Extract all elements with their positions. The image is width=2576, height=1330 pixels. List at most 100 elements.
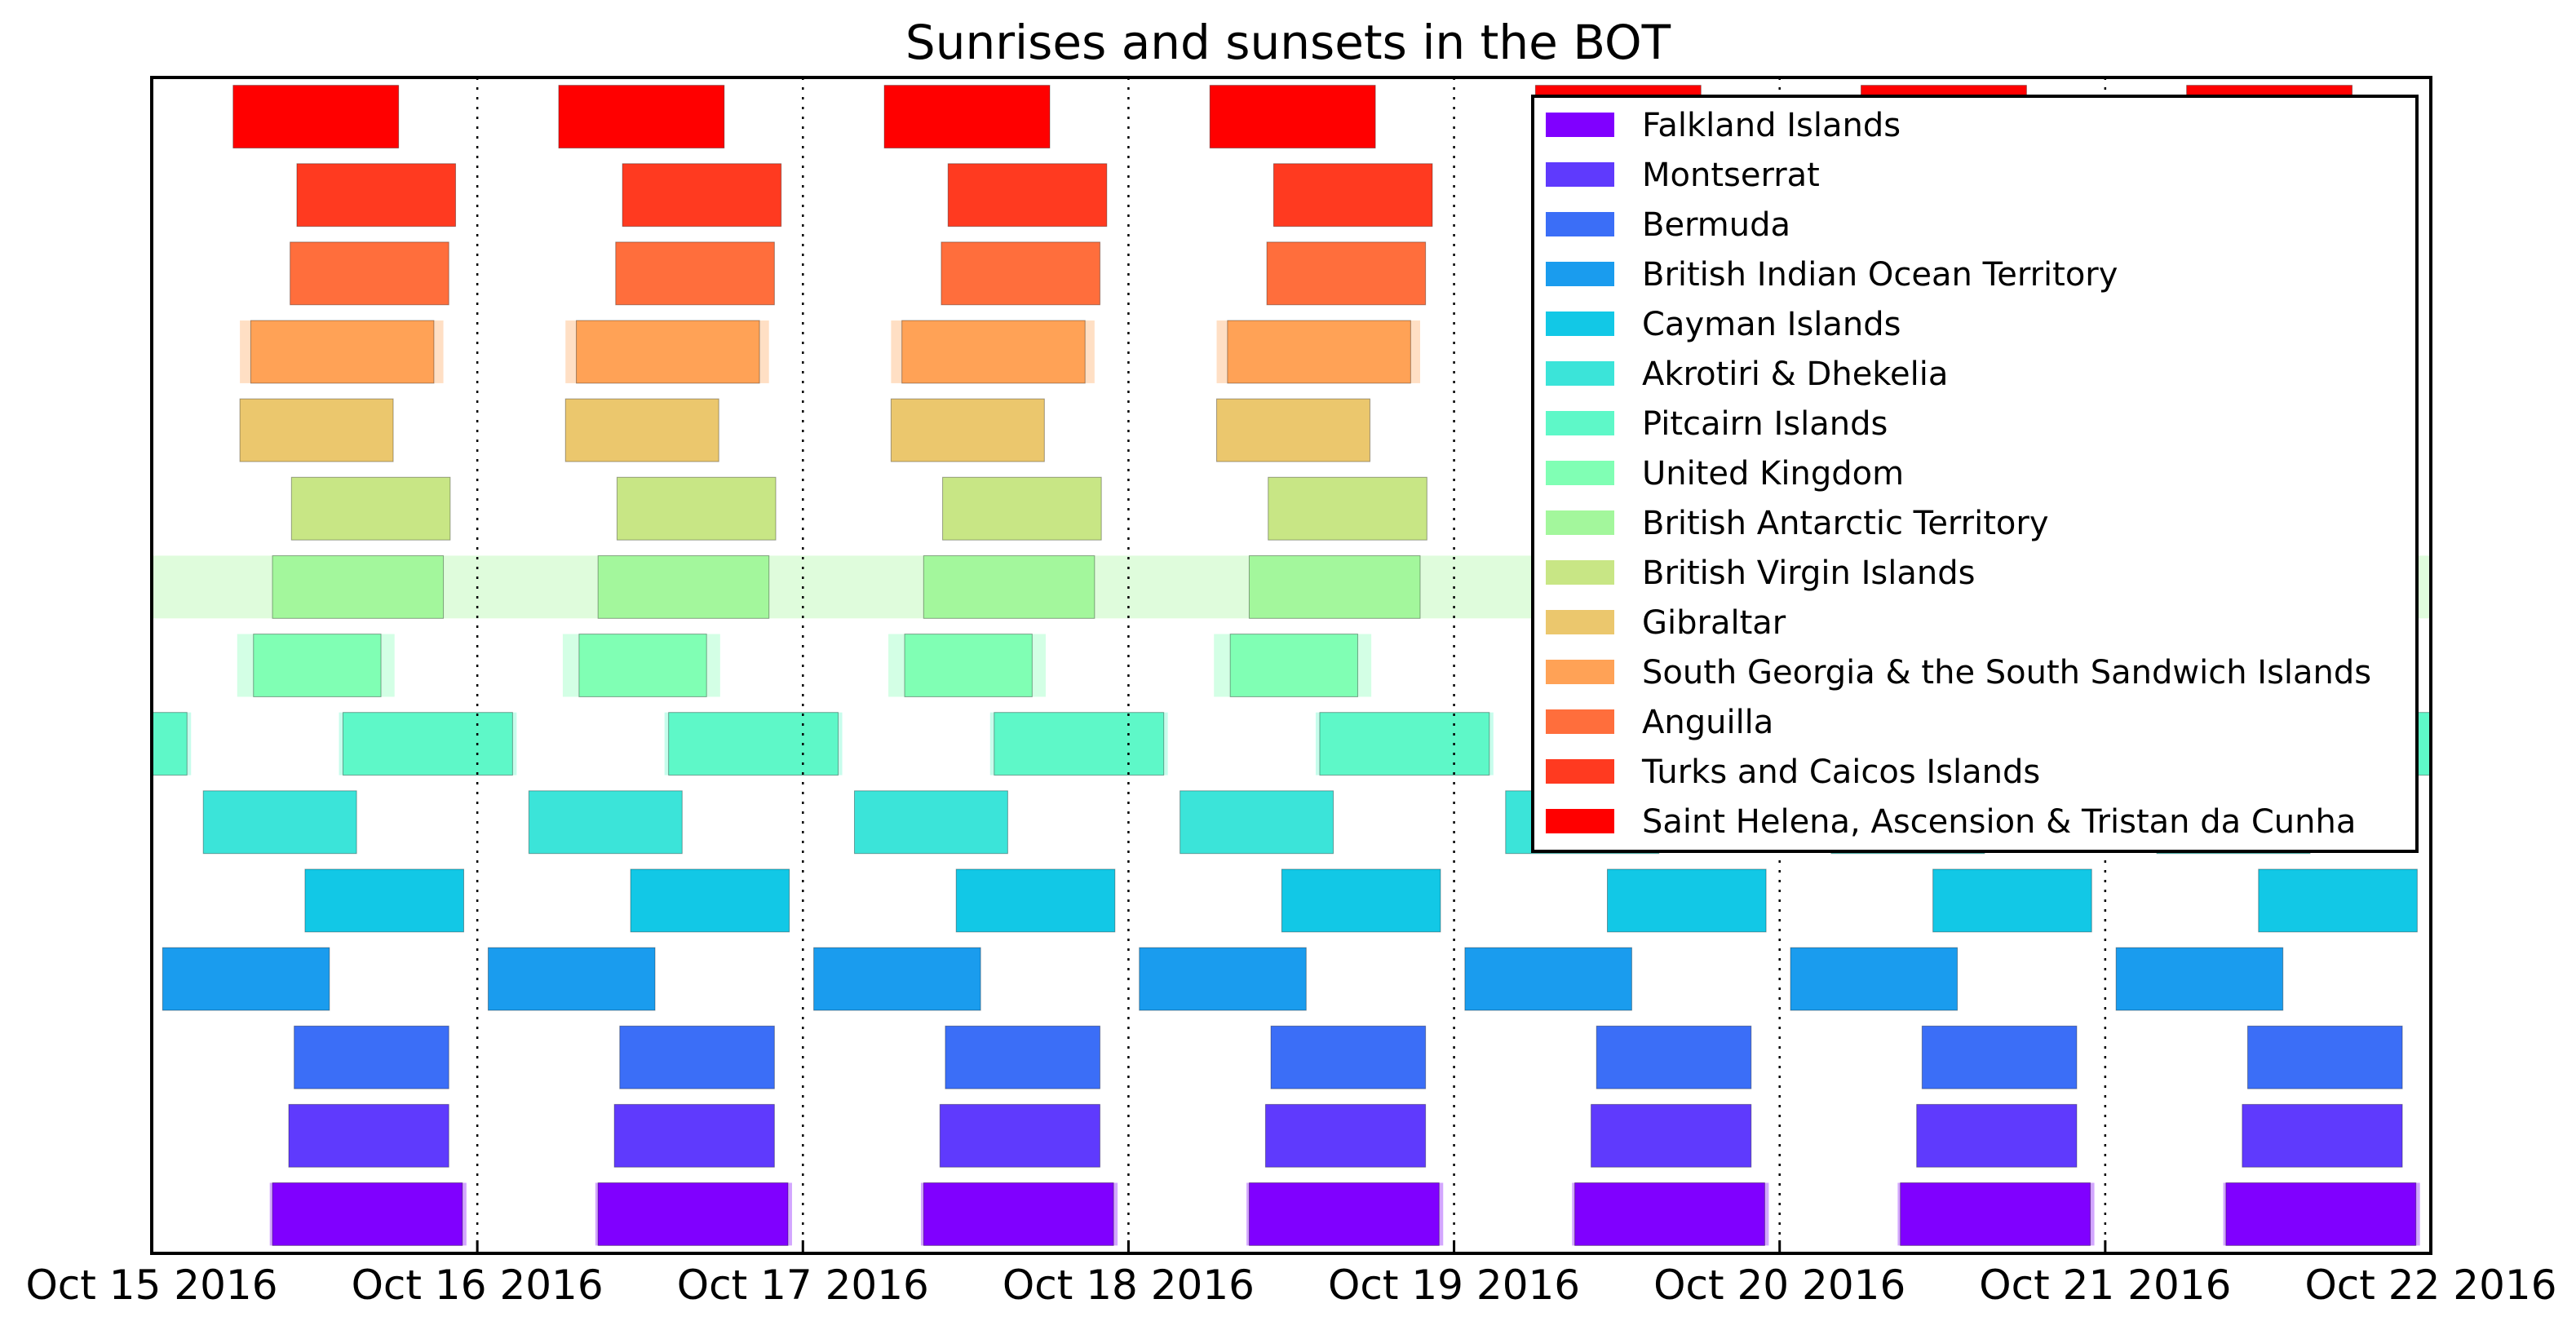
daylight-bar-british-indian-ocean-territory	[0, 948, 4, 1010]
legend-swatch-cayman-islands	[1546, 312, 1614, 336]
daylight-bar-british-virgin-islands	[1268, 476, 1427, 541]
legend-swatch-akrotiri-and-dhekelia	[1546, 361, 1614, 386]
legend-swatch-south-georgia-and-the-south-sandwich-islands	[1546, 660, 1614, 684]
daylight-bar-turks-and-caicos-islands	[622, 163, 782, 228]
legend-swatch-pitcairn-islands	[1546, 411, 1614, 435]
daylight-bar-united-kingdom	[578, 634, 707, 697]
daylight-bar-saint-helena-ascension-and-tristan-da-cunha	[0, 86, 73, 148]
daylight-bar-cayman-islands	[1932, 868, 2092, 933]
legend-swatch-anguilla	[1546, 709, 1614, 734]
daylight-bar-british-indian-ocean-territory	[1790, 947, 1959, 1011]
daylight-bar-british-antarctic-territory	[2552, 555, 2576, 618]
daylight-bar-british-virgin-islands	[290, 476, 451, 541]
daylight-bar-anguilla	[2569, 242, 2576, 305]
twilight-bar-falkland-islands	[2549, 1182, 2576, 1245]
daylight-bar-british-antarctic-territory	[0, 555, 117, 618]
daylight-bar-cayman-islands	[630, 868, 790, 933]
legend-label-akrotiri-and-dhekelia: Akrotiri & Dhekelia	[1642, 356, 1948, 393]
daylight-bar-british-virgin-islands	[616, 476, 777, 541]
x-tick-label: Oct 15 2016	[25, 1262, 277, 1309]
x-tick-label: Oct 22 2016	[2304, 1262, 2556, 1309]
daylight-bar-cayman-islands	[304, 868, 465, 933]
twilight-bar-south-georgia-and-the-south-sandwich-islands	[2519, 320, 2576, 383]
daylight-bar-cayman-islands	[0, 869, 138, 932]
legend-swatch-british-indian-ocean-territory	[1546, 262, 1614, 286]
daylight-bar-falkland-islands	[597, 1182, 789, 1246]
daylight-bar-british-antarctic-territory	[272, 555, 445, 619]
legend-label-south-georgia-and-the-south-sandwich-islands: South Georgia & the South Sandwich Islan…	[1642, 654, 2371, 692]
twilight-bar-south-georgia-and-the-south-sandwich-islands	[0, 320, 117, 383]
legend-swatch-british-antarctic-territory	[1546, 510, 1614, 535]
daylight-bar-anguilla	[0, 242, 123, 305]
legend-label-pitcairn-islands: Pitcairn Islands	[1642, 405, 1888, 443]
daylight-bar-montserrat	[2568, 1104, 2576, 1167]
daylight-bar-british-virgin-islands	[2570, 477, 2576, 540]
daylight-bar-falkland-islands	[2552, 1182, 2576, 1245]
daylight-bar-turks-and-caicos-islands	[1273, 163, 1433, 228]
daylight-bar-bermuda	[945, 1025, 1101, 1089]
daylight-bar-cayman-islands	[1607, 868, 1767, 933]
daylight-bar-gibraltar	[890, 398, 1045, 462]
daylight-bar-akrotiri-and-dhekelia	[2482, 791, 2576, 854]
daylight-bar-turks-and-caicos-islands	[296, 163, 457, 228]
daylight-bar-montserrat	[2242, 1103, 2403, 1168]
daylight-bar-cayman-islands	[2258, 868, 2418, 933]
daylight-bar-south-georgia-and-the-south-sandwich-islands	[2530, 320, 2576, 383]
daylight-bar-falkland-islands	[923, 1182, 1114, 1246]
daylight-bar-south-georgia-and-the-south-sandwich-islands	[901, 320, 1086, 384]
daylight-bar-british-indian-ocean-territory	[2441, 948, 2576, 1010]
daylight-bar-gibraltar	[1216, 398, 1370, 462]
daylight-bar-falkland-islands	[0, 1182, 137, 1245]
daylight-bar-saint-helena-ascension-and-tristan-da-cunha	[558, 85, 725, 149]
daylight-bar-akrotiri-and-dhekelia	[1180, 790, 1334, 855]
daylight-bar-pitcairn-islands	[342, 712, 513, 776]
chart-title: Sunrises and sunsets in the BOT	[905, 15, 1671, 70]
x-axis: Oct 15 2016 Oct 16 2016 Oct 17 2016 Oct 18 …	[25, 1240, 2557, 1309]
x-tick-label: Oct 20 2016	[1653, 1262, 1905, 1309]
x-tick-label: Oct 16 2016	[352, 1262, 604, 1309]
daylight-bar-pitcairn-islands	[668, 712, 839, 776]
x-tick-label: Oct 17 2016	[677, 1262, 929, 1309]
daylight-bar-british-virgin-islands	[0, 477, 125, 540]
twilight-bar-falkland-islands	[0, 1182, 141, 1245]
daylight-bar-montserrat	[0, 1104, 123, 1167]
daylight-bar-south-georgia-and-the-south-sandwich-islands	[0, 320, 108, 383]
daylight-bar-bermuda	[619, 1025, 775, 1089]
daylight-bar-akrotiri-and-dhekelia	[853, 790, 1008, 855]
x-tick-label: Oct 18 2016	[1003, 1262, 1255, 1309]
daylight-bar-bermuda	[0, 1026, 123, 1089]
plot-frame	[150, 76, 2432, 1255]
daylight-bar-gibraltar	[0, 399, 68, 462]
daylight-bar-gibraltar	[239, 398, 394, 462]
daylight-bar-falkland-islands	[2225, 1182, 2417, 1246]
daylight-bar-gibraltar	[564, 398, 719, 462]
daylight-bar-bermuda	[1270, 1025, 1427, 1089]
daylight-bar-montserrat	[288, 1103, 449, 1168]
daylight-bar-british-antarctic-territory	[597, 555, 770, 619]
daylight-bar-montserrat	[1916, 1103, 2078, 1168]
daylight-bar-british-indian-ocean-territory	[1464, 947, 1632, 1011]
twilight-bar-united-kingdom	[2516, 634, 2576, 697]
legend: Falkland Islands Montserrat Bermuda British…	[1531, 95, 2419, 853]
daylight-bar-bermuda	[2574, 1026, 2576, 1089]
daylight-bar-pitcairn-islands	[994, 712, 1165, 776]
legend-label-saint-helena-ascension-and-tristan-da-cunha: Saint Helena, Ascension & Tristan da Cun…	[1642, 803, 2356, 841]
daylight-bar-akrotiri-and-dhekelia	[202, 790, 357, 855]
daylight-bar-akrotiri-and-dhekelia	[528, 790, 683, 855]
legend-label-british-virgin-islands: British Virgin Islands	[1642, 555, 1975, 592]
legend-label-montserrat: Montserrat	[1642, 157, 1820, 194]
legend-label-gibraltar: Gibraltar	[1642, 604, 1786, 642]
daylight-bar-cayman-islands	[1281, 868, 1441, 933]
daylight-bar-montserrat	[939, 1103, 1101, 1168]
daylight-bar-bermuda	[2246, 1025, 2403, 1089]
legend-swatch-saint-helena-ascension-and-tristan-da-cunha	[1546, 809, 1614, 833]
daylight-bar-anguilla	[1266, 241, 1427, 306]
legend-swatch-turks-and-caicos-islands	[1546, 759, 1614, 784]
legend-swatch-gibraltar	[1546, 610, 1614, 634]
daylight-bar-british-indian-ocean-territory	[2115, 947, 2284, 1011]
legend-label-falkland-islands: Falkland Islands	[1642, 107, 1901, 144]
legend-label-anguilla: Anguilla	[1642, 704, 1773, 741]
daylight-bar-pitcairn-islands	[1319, 712, 1490, 776]
daylight-bar-saint-helena-ascension-and-tristan-da-cunha	[1209, 85, 1376, 149]
legend-label-british-antarctic-territory: British Antarctic Territory	[1642, 505, 2049, 542]
